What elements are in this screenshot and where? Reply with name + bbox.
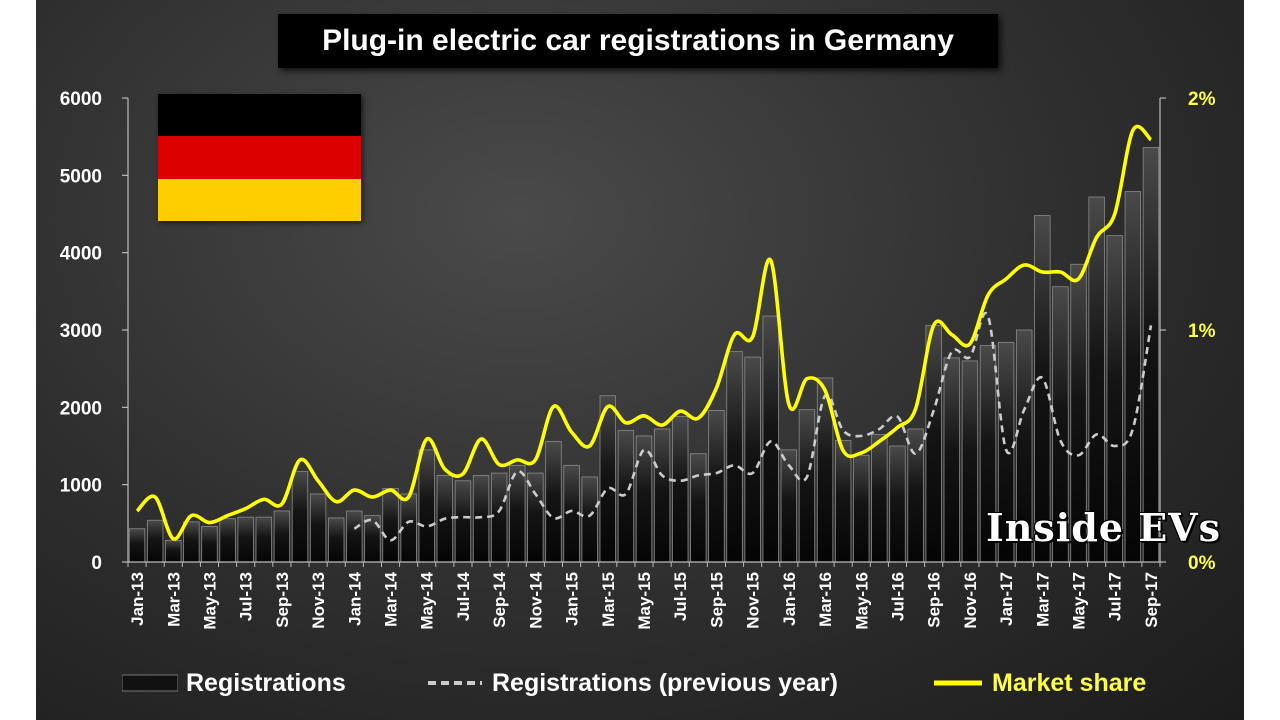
legend-line-swatch: [934, 680, 982, 686]
x-tick-label: Mar-14: [382, 571, 401, 626]
y-right-tick-label: 2%: [1188, 89, 1216, 110]
bar-registrations-Dec-15: [762, 315, 779, 563]
bar-registrations-Jan-14: [346, 510, 363, 563]
bar-registrations-Feb-15: [581, 476, 598, 563]
legend-dashed-swatch: [428, 681, 482, 685]
y-left-tick-label: 6000: [60, 89, 102, 110]
bar-registrations-Dec-14: [545, 440, 562, 563]
x-tick-label: Mar-13: [164, 572, 183, 627]
x-tick-label: May-15: [635, 572, 654, 630]
bar-registrations-Jun-15: [653, 428, 671, 563]
x-tick-label: Jul-17: [1106, 572, 1125, 621]
chart-title-box: Plug-in electric car registrations in Ge…: [278, 14, 998, 68]
bar-registrations-Sep-16: [925, 324, 942, 563]
previous-year-line-group: [353, 311, 1153, 542]
x-tick-label: Mar-17: [1033, 572, 1052, 627]
x-tick-label: May-13: [200, 572, 219, 630]
line-registrations-previous-year: [353, 311, 1153, 542]
bar-registrations-Sep-15: [708, 410, 725, 563]
bar-registrations-Feb-13: [146, 519, 164, 563]
bar-registrations-Feb-14: [364, 515, 381, 563]
legend-label-registrations: Registrations: [186, 668, 346, 697]
x-tick-label: Sep-15: [707, 572, 726, 628]
bar-registrations-Apr-13: [183, 521, 200, 563]
bar-registrations-Sep-13: [273, 510, 291, 563]
x-tick-label: Nov-13: [309, 572, 328, 629]
legend-item-registrations: Registrations: [122, 666, 346, 700]
bar-registrations-May-14: [418, 449, 435, 563]
x-tick-label: Jul-14: [454, 571, 473, 621]
x-tick-label: Jan-15: [563, 572, 582, 626]
x-tick-label: May-17: [1070, 572, 1089, 630]
bar-registrations-Nov-15: [744, 356, 761, 563]
x-tick-label: Jul-16: [888, 572, 907, 621]
bar-registrations-Feb-16: [798, 409, 816, 563]
x-tick-label: Nov-16: [961, 572, 980, 629]
bar-registrations-Jun-16: [871, 433, 888, 563]
germany-flag-icon: [158, 94, 361, 221]
x-tick-label: Jan-13: [128, 572, 147, 626]
chart-title: Plug-in electric car registrations in Ge…: [322, 24, 954, 57]
bar-registrations-May-16: [853, 454, 870, 563]
bar-registrations-Oct-13: [291, 471, 309, 563]
bar-registrations-Apr-16: [834, 440, 852, 563]
bar-registrations-Sep-17: [1142, 147, 1160, 563]
x-tick-label: Jan-16: [780, 572, 799, 626]
bar-registrations-Oct-16: [943, 357, 960, 563]
x-tick-label: Sep-17: [1142, 572, 1161, 628]
bar-registrations-Jul-14: [454, 480, 472, 563]
y-left-tick-label: 0: [91, 553, 102, 574]
x-tick-label: Sep-13: [273, 572, 292, 628]
legend-label-previous-year: Registrations (previous year): [492, 668, 838, 697]
x-tick-label: Jan-14: [345, 571, 364, 625]
bar-registrations-Nov-13: [309, 493, 327, 563]
x-tick-label: Jul-15: [671, 572, 690, 621]
x-tick-label: Mar-15: [599, 572, 618, 627]
bar-registrations-Jun-13: [219, 518, 236, 563]
bar-registrations-Sep-14: [490, 472, 508, 563]
x-tick-label: Jul-13: [237, 572, 256, 621]
legend-item-market-share: Market share: [932, 666, 1146, 700]
bar-registrations-Jan-13: [128, 528, 146, 563]
x-tick-label: May-16: [852, 572, 871, 630]
axes-group: 0 1000 2000 3000 4000 5000 6000 0% 1% 2% Jan-13 Mar…: [60, 89, 1216, 630]
y-left-tick-label: 2000: [60, 398, 102, 419]
x-tick-label: Nov-15: [744, 572, 763, 629]
x-tick-label: Sep-14: [490, 571, 509, 627]
watermark-logo: Inside EVs: [986, 505, 1222, 550]
y-left-tick-label: 3000: [60, 321, 102, 342]
bar-registrations-Mar-13: [165, 539, 182, 563]
bar-registrations-Nov-16: [961, 360, 979, 563]
x-tick-label: Nov-14: [526, 571, 545, 628]
x-tick-label: Jan-17: [997, 572, 1016, 626]
bar-registrations-Oct-14: [509, 464, 526, 563]
legend-item-previous-year: Registrations (previous year): [426, 666, 838, 700]
x-tick-label: Sep-16: [925, 572, 944, 628]
y-left-tick-label: 1000: [60, 476, 102, 497]
bar-registrations-Aug-15: [690, 453, 707, 563]
line-market-share: [135, 124, 1153, 541]
bar-registrations-Mar-14: [382, 488, 399, 563]
y-right-tick-label: 1%: [1188, 321, 1216, 342]
y-left-tick-label: 4000: [60, 244, 102, 265]
x-tick-label: Mar-16: [816, 572, 835, 627]
legend-label-market-share: Market share: [992, 668, 1147, 697]
bar-registrations-Jul-16: [889, 445, 906, 563]
bar-registrations-Aug-13: [255, 516, 272, 563]
y-left-tick-label: 5000: [60, 166, 102, 187]
y-right-tick-label: 0%: [1188, 553, 1216, 574]
legend-bar-swatch: [122, 674, 178, 692]
market-share-line-group: [135, 124, 1153, 541]
bar-registrations-Jul-15: [672, 416, 689, 563]
bar-registrations-Jul-13: [237, 516, 254, 563]
x-tick-label: May-14: [418, 571, 437, 629]
bar-registrations-Dec-13: [328, 517, 345, 563]
bar-registrations-Oct-15: [726, 351, 743, 563]
bar-registrations-May-13: [201, 526, 218, 563]
